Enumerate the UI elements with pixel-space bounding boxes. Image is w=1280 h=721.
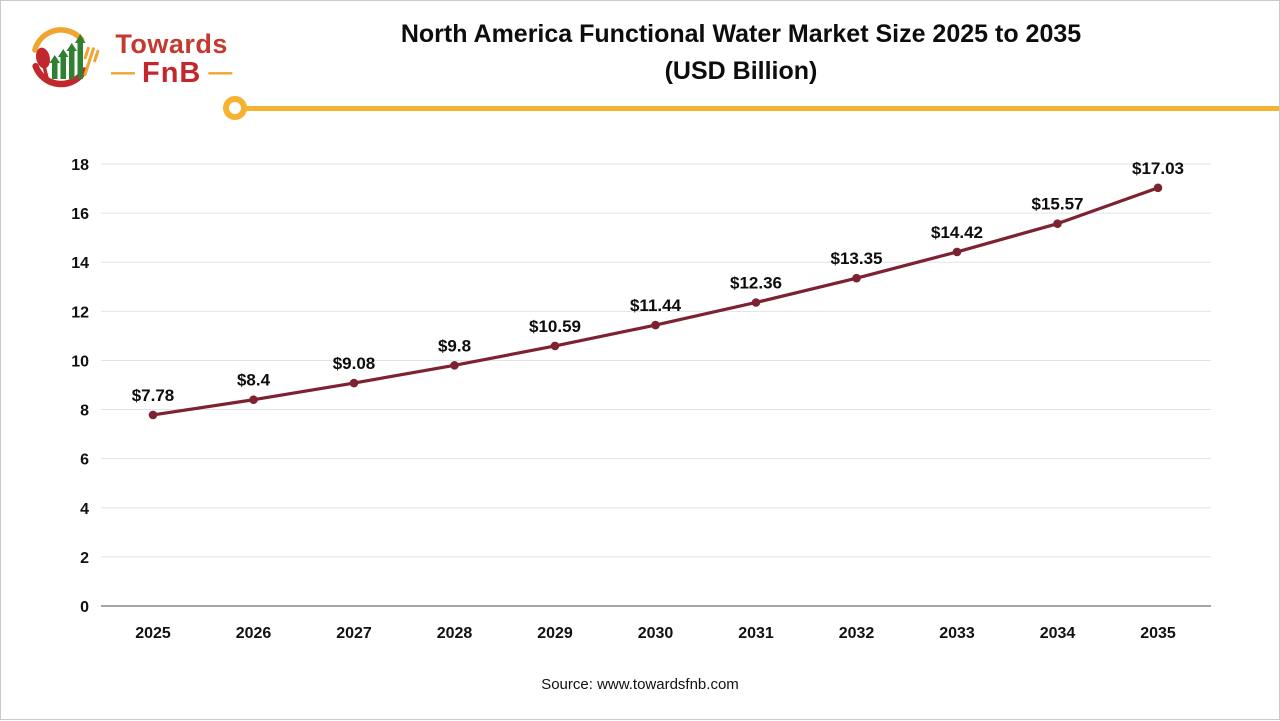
data-label-2028: $9.8 [438,336,471,355]
towards-fnb-logo: Towards — FnB — [19,11,232,99]
data-point-2033 [952,247,962,257]
x-tick-label-2034: 2034 [1040,625,1076,642]
divider-line [245,106,1279,111]
y-tick-label: 4 [80,501,89,518]
divider-ring-icon [223,96,247,120]
data-point-2031 [751,298,761,307]
logo-brand-line2: FnB [142,57,202,89]
y-tick-label: 18 [71,157,89,174]
data-label-2026: $8.4 [237,371,271,390]
y-tick-label: 6 [80,452,89,469]
x-tick-label-2029: 2029 [537,625,573,642]
y-tick-label: 14 [71,255,89,272]
x-tick-label-2035: 2035 [1140,625,1176,642]
data-point-2027 [349,378,359,388]
logo-wordmark: Towards — FnB — [111,29,233,89]
data-point-2028 [450,361,459,370]
chart-title-line1: North America Functional Water Market Si… [400,20,1082,48]
towards-fnb-logo-icon [32,27,100,88]
data-label-2035: $17.03 [1132,159,1184,178]
x-tick-label-2031: 2031 [738,625,774,642]
data-label-2033: $14.42 [931,223,983,242]
chart-title-line2: (USD Billion) [664,57,818,85]
data-label-2032: $13.35 [831,249,883,268]
x-tick-label-2032: 2032 [839,625,875,642]
x-tick-label-2025: 2025 [135,625,171,642]
logo-arc-top [32,27,85,53]
y-tick-label: 0 [80,599,89,616]
y-tick-label: 12 [71,304,89,321]
growth-bars-icon [49,34,86,79]
fork-icon [83,46,100,77]
x-tick-label-2028: 2028 [437,625,473,642]
data-point-2035 [1153,183,1163,193]
data-point-2034 [1053,219,1062,228]
source-text: Source: www.towardsfnb.com [541,676,739,693]
data-label-2025: $7.78 [132,386,175,405]
data-label-2031: $12.36 [730,273,782,292]
y-tick-label: 16 [71,206,89,223]
data-label-2029: $10.59 [529,317,581,336]
logo-dash-left: — [111,59,135,86]
x-tick-label-2033: 2033 [939,625,975,642]
data-point-2026 [249,395,258,405]
data-point-2030 [651,320,660,330]
logo-brand-line1: Towards [115,29,228,59]
y-tick-label: 8 [80,403,89,420]
chart-title: North America Functional Water Market Si… [215,16,1267,90]
data-label-2030: $11.44 [630,296,682,315]
data-point-2032 [852,273,861,283]
y-tick-label: 2 [80,550,89,567]
data-point-2025 [148,410,158,420]
logo-dash-right: — [208,59,233,86]
data-label-2027: $9.08 [333,354,376,373]
spoon-icon [35,47,51,84]
x-tick-label-2027: 2027 [336,625,372,642]
data-point-2029 [550,341,560,351]
x-tick-label-2030: 2030 [638,625,674,642]
x-tick-label-2026: 2026 [236,625,272,642]
data-label-2034: $15.57 [1032,195,1084,214]
y-tick-label: 10 [71,353,89,370]
